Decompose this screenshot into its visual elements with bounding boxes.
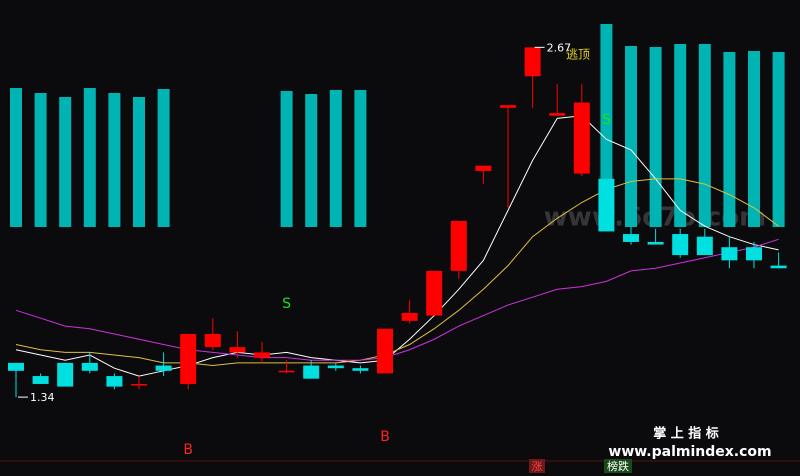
indicator-bar [698, 44, 711, 227]
signal: B [380, 429, 390, 445]
candle-body [57, 362, 74, 387]
candle-body [672, 234, 689, 256]
indicator-bar [157, 89, 170, 227]
indicator-bar [625, 46, 637, 227]
high-label: 2.67 [547, 41, 572, 54]
tag: 涨 [532, 460, 543, 473]
candle-body [647, 241, 664, 245]
top-label: 逃顶 [566, 48, 590, 62]
indicator-bar [10, 88, 22, 227]
indicator-bar [305, 94, 318, 227]
candle-body [721, 247, 738, 261]
candle-body [204, 333, 221, 348]
indicator-bar [674, 44, 687, 227]
tag-box [529, 459, 545, 473]
signal: S [602, 112, 611, 128]
candle-body [401, 312, 418, 321]
indicator-bar [772, 52, 785, 227]
candle-body [573, 102, 590, 174]
candle-body [426, 270, 443, 316]
candle-body [598, 178, 615, 232]
candle-body [327, 365, 344, 369]
candle-body [8, 362, 24, 371]
candle-body [278, 370, 295, 373]
indicator-bar [280, 91, 293, 227]
candle-body [746, 247, 762, 261]
site: www.palmindex.com [608, 444, 771, 460]
candle-body [450, 220, 467, 271]
candle-body [549, 113, 566, 116]
candle-body [229, 347, 246, 353]
candle-body [254, 352, 270, 358]
signal: B [183, 442, 193, 458]
candle-body [81, 362, 98, 371]
candle-body [770, 265, 787, 269]
candle-body [524, 47, 541, 77]
indicator-bar [83, 88, 96, 227]
candle-body [352, 368, 369, 371]
ma-line [15, 238, 779, 361]
indicator-bar [723, 52, 736, 227]
candle-body [696, 236, 713, 256]
indicator-bar [329, 90, 342, 227]
candle-body [500, 105, 516, 108]
candle-body [377, 328, 393, 374]
candle-body [180, 333, 197, 384]
indicator-bar [354, 90, 367, 227]
indicator-bar [748, 51, 760, 227]
indicator-bar [108, 93, 121, 227]
tag: 榜跌 [607, 459, 629, 473]
candle-body [106, 376, 123, 387]
ma-line [15, 178, 779, 367]
tag-box [604, 459, 632, 473]
candle-body [155, 365, 172, 371]
brand: 掌 上 指 标 [653, 426, 719, 442]
low-label: 1.34 [30, 391, 55, 404]
candle-body [32, 376, 49, 384]
candle-body [623, 234, 639, 242]
indicator-bar [59, 97, 72, 227]
signal: S [282, 296, 291, 312]
candle-body [303, 365, 320, 379]
indicator-bar [600, 24, 613, 227]
indicator-bar [133, 97, 145, 227]
candle-body [131, 383, 147, 386]
indicator-bar [34, 93, 47, 227]
indicator-bar [649, 47, 662, 227]
candle-body [475, 165, 492, 171]
